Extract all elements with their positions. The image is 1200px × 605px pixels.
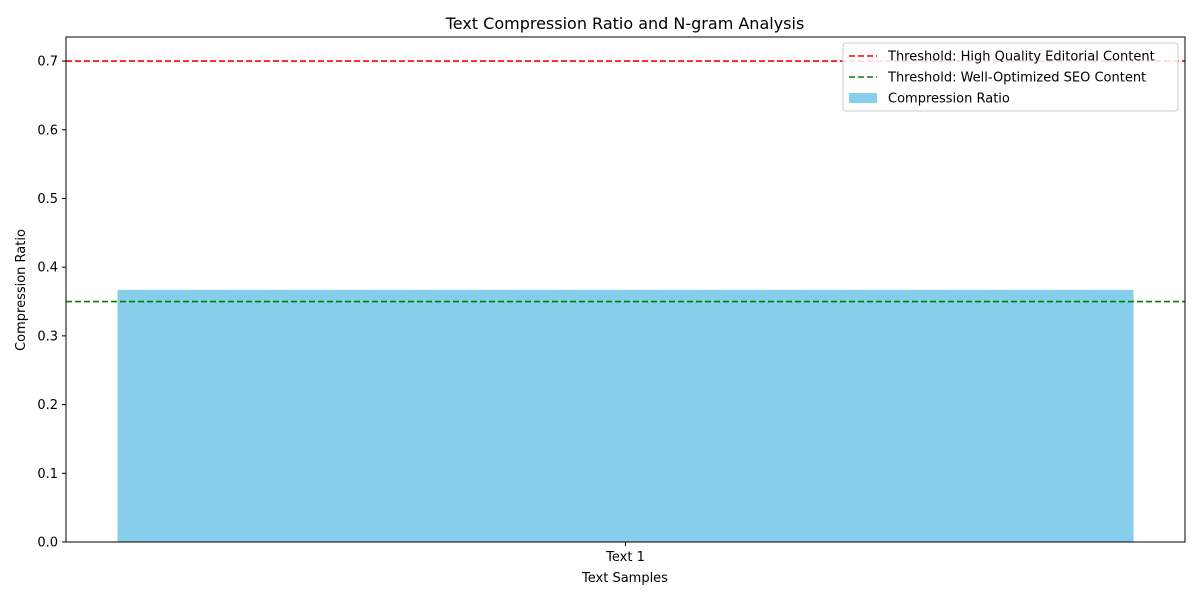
legend: Threshold: High Quality Editorial Conten… [842, 42, 1179, 112]
y-tick-label: 0.1 [37, 467, 58, 482]
y-tick-label: 0.0 [37, 536, 58, 551]
x-axis: Text 1 [605, 542, 645, 565]
legend-swatch-series-1 [849, 93, 877, 103]
bar-1 [117, 289, 1134, 542]
plot-area [117, 289, 1134, 542]
y-tick-label: 0.4 [37, 261, 58, 276]
y-tick-label: 0.7 [37, 55, 58, 70]
legend-label-series-1: Compression Ratio [888, 92, 1010, 107]
y-tick-label: 0.6 [37, 123, 58, 138]
legend-label-threshold-2: Threshold: Well-Optimized SEO Content [887, 71, 1146, 86]
legend-label-threshold-1: Threshold: High Quality Editorial Conten… [887, 50, 1155, 65]
x-axis-label: Text Samples [581, 571, 668, 586]
legend-box [842, 42, 1179, 112]
y-axis-label: Compression Ratio [14, 229, 29, 351]
y-tick-label: 0.3 [37, 329, 58, 344]
y-tick-label: 0.2 [37, 398, 58, 413]
y-axis: 0.0 0.1 0.2 0.3 0.4 0.5 0.6 0.7 [37, 55, 66, 551]
chart-title: Text Compression Ratio and N-gram Analys… [445, 14, 805, 33]
y-tick-label: 0.5 [37, 192, 58, 207]
x-tick-label: Text 1 [605, 550, 645, 565]
